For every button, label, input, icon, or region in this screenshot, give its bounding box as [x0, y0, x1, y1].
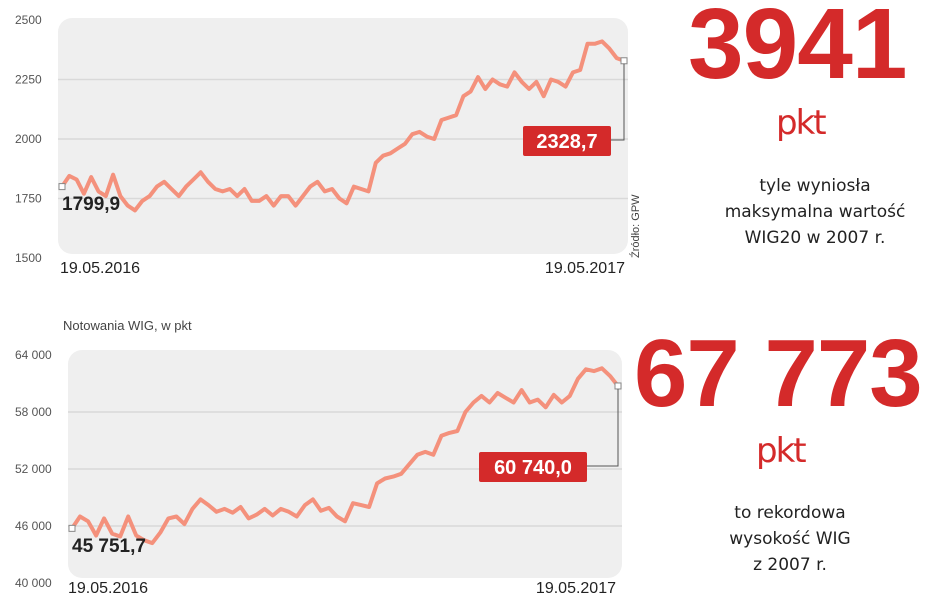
y-tick-label: 40 000 — [15, 576, 52, 590]
y-tick-label: 58 000 — [15, 405, 52, 419]
y-tick-label: 46 000 — [15, 519, 52, 533]
fact-1-line: maksymalna wartość — [724, 202, 906, 222]
x-label-start: 19.05.2016 — [60, 260, 140, 277]
start-point-marker — [58, 183, 66, 191]
start-point-marker — [68, 524, 76, 532]
series-line — [70, 366, 620, 546]
fact-2-number: 67 773 — [634, 320, 923, 427]
fact-1-line: tyle wyniosła — [759, 176, 871, 196]
end-value-badge — [479, 452, 587, 482]
fact-1-number: 3941 — [688, 0, 907, 100]
chart-title: Notowania WIG, w pkt — [63, 318, 192, 333]
end-value-connector — [611, 63, 625, 141]
fact-2-unit: pkt — [756, 431, 807, 471]
end-value-connector — [587, 388, 619, 467]
end-value-label: 60 740,0 — [494, 457, 572, 479]
y-tick-label: 52 000 — [15, 462, 52, 476]
y-tick-label: 2500 — [15, 13, 42, 27]
fact-2-line: z 2007 r. — [753, 555, 827, 575]
y-tick-label: 2000 — [15, 132, 42, 146]
fact-2-description: to rekordowa wysokość WIG z 2007 r. — [665, 500, 915, 578]
plot-area — [58, 18, 628, 254]
x-label-end: 19.05.2017 — [536, 580, 616, 593]
y-tick-label: 1500 — [15, 251, 42, 265]
plot-area — [68, 350, 622, 578]
end-value-badge — [523, 126, 611, 156]
fact-1-line: WIG20 w 2007 r. — [744, 228, 886, 248]
end-point-marker — [614, 382, 622, 390]
fact-2-line: to rekordowa — [734, 503, 846, 523]
y-tick-label: 1750 — [15, 192, 42, 206]
x-label-start: 19.05.2016 — [68, 580, 148, 593]
end-point-marker — [620, 57, 628, 65]
fact-1-description: tyle wyniosła maksymalna wartość WIG20 w… — [680, 173, 948, 251]
x-label-end: 19.05.2017 — [545, 260, 625, 277]
y-tick-label: 2250 — [15, 73, 42, 87]
source-label: Źródło: GPW — [629, 194, 642, 258]
fact-2-line: wysokość WIG — [729, 529, 851, 549]
start-value-label: 1799,9 — [62, 194, 120, 215]
y-tick-label: 64 000 — [15, 348, 52, 362]
end-value-label: 2328,7 — [536, 131, 597, 153]
start-value-label: 45 751,7 — [72, 536, 146, 557]
series-line — [60, 39, 625, 213]
fact-1-unit: pkt — [776, 103, 827, 143]
